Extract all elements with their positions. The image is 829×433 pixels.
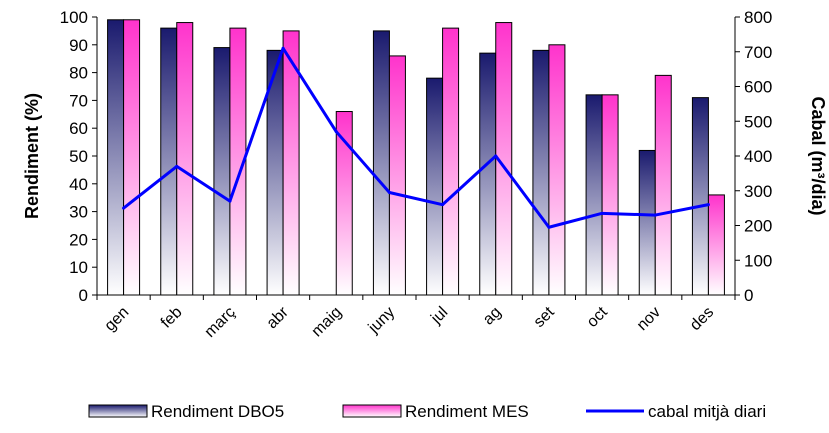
x-tick-label-abr: abr [264,303,293,332]
right-tick-label: 200 [744,217,772,236]
point-cabal-nov [653,213,657,217]
bar-mes-feb [176,22,194,296]
point-cabal-des [706,203,710,207]
left-tick-label: 10 [69,258,88,277]
point-cabal-jul [441,203,445,207]
bar-mes-jul [442,27,460,296]
right-tick-label: 700 [744,43,772,62]
bar-dbo5-març [213,47,231,296]
point-cabal-març [228,199,232,203]
left-tick-label: 70 [69,91,88,110]
left-tick-label: 100 [60,8,88,27]
left-tick-label: 50 [69,147,88,166]
point-cabal-feb [175,164,179,168]
x-tick-label-set: set [531,303,559,331]
legend: Rendiment DBO5 Rendiment MES cabal mitjà d… [88,402,766,421]
right-tick-label: 600 [744,78,772,97]
bar-dbo5-des [691,97,709,296]
point-cabal-oct [600,211,604,215]
bar-mes-gen [123,19,141,296]
left-tick-label: 80 [69,64,88,83]
left-tick-label: 60 [69,119,88,138]
point-cabal-ag [494,154,498,158]
bar-mes-oct [601,94,619,296]
bar-mes-juny [388,55,406,296]
right-tick-label: 800 [744,8,772,27]
left-tick-label: 30 [69,203,88,222]
y-axis-title-right: Cabal (m³/dia) [808,96,828,215]
bar-dbo5-oct [585,94,603,296]
x-tick-label-gen: gen [102,304,133,335]
bar-mes-des [707,194,725,296]
point-cabal-juny [387,190,391,194]
bar-dbo5-jul [426,77,444,296]
bar-dbo5-set [532,49,550,296]
point-cabal-maig [334,130,338,134]
bar-mes-set [548,44,566,296]
x-tick-label-jul: jul [427,304,451,328]
legend-label-0: Rendiment DBO5 [151,402,284,421]
bar-dbo5-ag [479,52,497,296]
left-tick-label: 0 [79,286,88,305]
right-tick-label: 400 [744,147,772,166]
bar-dbo5-gen [107,19,125,296]
right-tick-label: 300 [744,182,772,201]
bar-mes-nov [654,74,672,296]
x-tick-label-oct: oct [584,303,612,331]
point-cabal-abr [281,46,285,50]
legend-swatch-1 [342,404,402,418]
y-axis-title-left: Rendiment (%) [22,93,42,219]
left-tick-label: 40 [69,175,88,194]
x-tick-label-ag: ag [480,304,505,329]
bars-group [107,19,725,296]
legend-swatch-0 [88,404,148,418]
legend-label-2: cabal mitjà diari [648,402,766,421]
bar-dbo5-juny [372,30,390,296]
x-tick-label-nov: nov [634,304,664,334]
point-cabal-gen [122,206,126,210]
legend-label-1: Rendiment MES [405,402,529,421]
line-layer [122,46,710,229]
bar-dbo5-nov [638,149,656,296]
x-tick-label-març: març [202,304,239,341]
x-tick-label-des: des [687,304,717,334]
x-tick-label-maig: maig [309,304,346,341]
right-tick-label: 500 [744,112,772,131]
left-tick-label: 20 [69,230,88,249]
x-tick-label-feb: feb [158,304,186,332]
line-cabal [122,46,709,229]
right-tick-label: 100 [744,251,772,270]
left-tick-label: 90 [69,36,88,55]
bar-dbo5-feb [160,27,178,296]
point-cabal-set [547,225,551,229]
axes-group: 0 10 20 30 40 50 60 70 80 90 100 0 100 200 300 400 500 60… [22,8,828,341]
x-tick-label-juny: juny [365,304,398,337]
right-tick-label: 0 [744,286,753,305]
